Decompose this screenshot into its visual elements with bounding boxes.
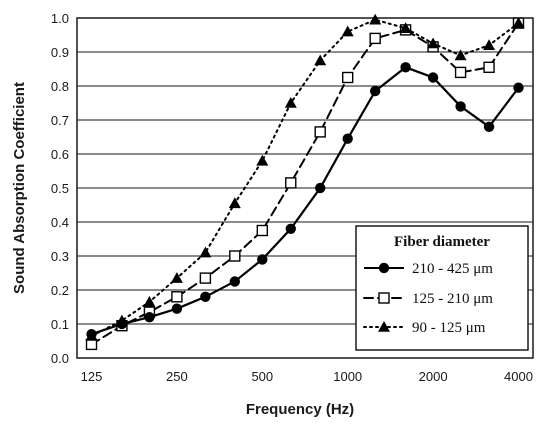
y-tick-label: 0.3 [51,249,69,264]
legend-label: 210 - 425 μm [412,261,493,277]
data-point-circle [257,254,268,265]
y-tick-label: 0.7 [51,113,69,128]
x-tick-label: 250 [166,369,188,384]
data-point-triangle [512,17,525,28]
data-point-triangle [314,54,327,66]
data-point-circle [369,85,381,97]
legend-items: 210 - 425 μm 125 - 210 μm 90 - 125 μm [363,261,493,336]
data-point-circle [144,312,155,323]
data-point-square [229,250,241,262]
data-point-circle [483,121,495,132]
y-axis-title: Sound Absorption Coefficient [11,82,28,294]
data-point-circle [171,303,183,314]
legend-item: 125 - 210 μm [363,291,493,307]
legend-title: Fiber diameter [394,234,490,250]
legend-item: 90 - 125 μm [363,320,486,336]
data-point-triangle [228,197,241,209]
legend-label: 125 - 210 μm [412,291,493,307]
data-point-triangle [256,154,269,166]
data-point-circle [455,101,466,112]
y-tick-label: 0.0 [51,351,69,366]
x-axis-title: Frequency (Hz) [246,401,354,418]
series-line [90,18,520,337]
data-point-triangle [454,49,467,61]
data-point-triangle [483,39,496,50]
y-tick-label: 0.1 [51,317,69,332]
series-line [90,22,520,346]
legend: Fiber diameter 210 - 425 μm 125 - 210 μm 9… [355,225,529,351]
series-layer [85,13,525,351]
data-point-triangle [170,272,183,283]
data-point-triangle [369,13,382,25]
data-point-triangle [399,22,412,33]
data-point-circle [400,62,411,73]
x-tick-label: 2000 [419,369,448,384]
series-1 [86,62,524,340]
data-point-square [314,126,326,138]
data-point-square [85,338,98,351]
data-point-circle [229,276,241,287]
legend-item: 210 - 425 μm [364,261,493,277]
data-point-circle [86,329,97,340]
data-point-circle [200,291,211,302]
data-point-square [378,292,390,304]
data-point-square [171,291,183,303]
data-point-circle [513,82,524,93]
data-point-triangle [427,37,440,49]
series-line [91,66,520,336]
x-tick-labels: 125 250 500 1000 2000 4000 [81,369,533,384]
data-point-triangle [341,25,354,37]
data-point-triangle [199,246,212,258]
data-point-square [256,224,269,237]
y-tick-label: 0.8 [51,79,69,94]
data-point-circle [315,182,326,194]
x-tick-label: 500 [251,369,273,384]
data-point-square [341,71,354,84]
y-tick-label: 0.2 [51,283,69,298]
data-point-square [483,61,495,73]
data-point-circle [378,262,390,274]
y-tick-label: 0.6 [51,147,69,162]
y-tick-label: 0.4 [51,215,69,230]
data-point-triangle [284,97,297,108]
data-point-circle [116,318,128,330]
x-tick-label: 4000 [504,369,533,384]
y-tick-label: 0.9 [51,45,69,60]
data-point-triangle [143,295,156,307]
x-tick-label: 125 [81,369,103,384]
data-point-square [285,177,297,189]
data-point-square [199,272,212,284]
data-point-circle [342,133,353,144]
data-point-circle [285,223,296,234]
data-point-square [454,66,467,79]
data-point-square [369,32,381,45]
y-tick-label: 0.5 [51,181,69,196]
y-tick-labels: 0.0 0.1 0.2 0.3 0.4 0.5 0.6 0.7 0.8 0.9 1.0 [51,11,69,366]
data-point-triangle [378,321,390,332]
legend-label: 90 - 125 μm [412,320,486,336]
data-point-circle [427,72,439,83]
x-tick-label: 1000 [333,369,362,384]
y-tick-label: 1.0 [51,11,69,26]
